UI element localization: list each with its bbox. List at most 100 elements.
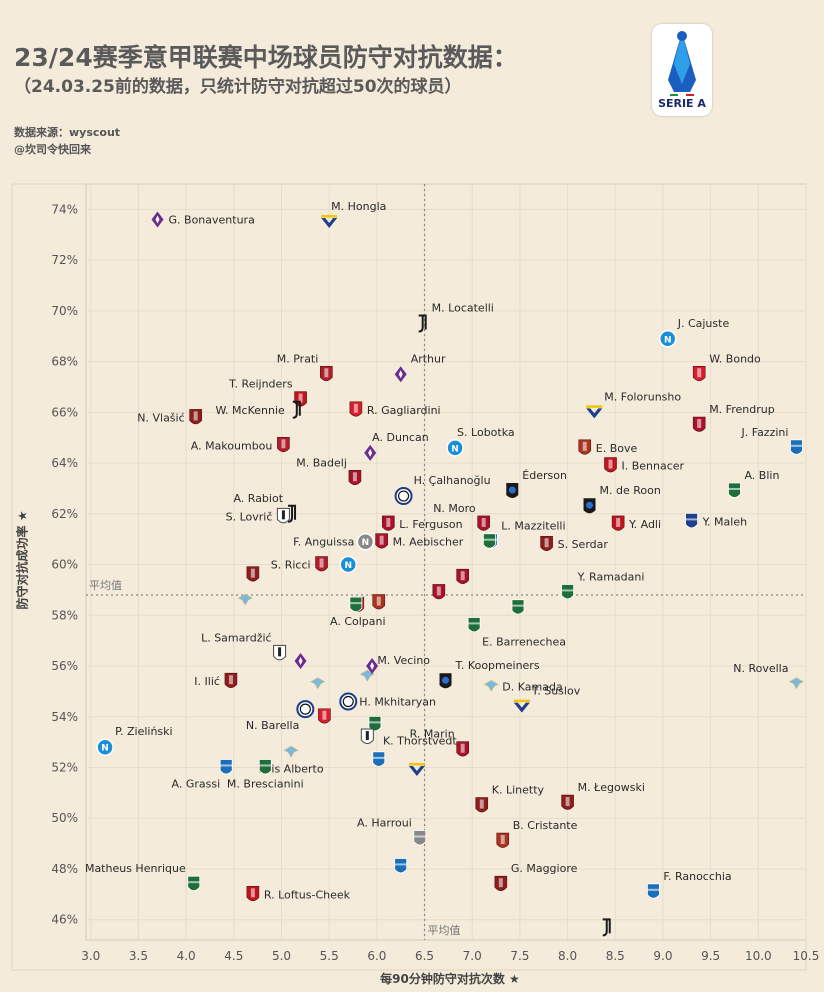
y-tick-label: 60% [51,558,78,572]
player-point [540,535,553,552]
player-point [685,513,698,529]
player-point [348,469,362,486]
player-label: A. Colpani [330,615,386,628]
player-point [349,401,363,417]
y-tick-label: 72% [51,253,78,267]
player-point [586,405,603,419]
player-point [394,487,413,506]
page-title: 23/24赛季意甲联赛中场球员防守对抗数据： [14,43,518,72]
player-point [219,759,233,775]
avg-x-label: 平均值 [428,924,461,937]
y-tick-label: 50% [51,811,78,825]
player-point [477,515,490,531]
player-label: K. Thorstvedt [383,734,457,747]
player-point: N [96,738,114,756]
x-tick-label: 3.5 [129,949,148,963]
player-label: A. Rabiot [233,492,283,505]
player-point [366,658,379,675]
player-point [273,644,287,661]
y-tick-label: 64% [51,456,78,470]
player-point [372,594,386,610]
player-point [258,759,272,775]
player-label: M. Locatelli [432,302,494,315]
player-point [310,677,326,690]
player-label: E. Bove [596,442,638,455]
player-point [277,437,290,453]
player-point [432,584,446,600]
player-point [187,875,201,892]
player-point [496,832,510,848]
player-label: Y. Adli [628,518,661,531]
player-point [318,708,331,724]
x-tick-label: 3.0 [81,949,100,963]
serie-a-logo-icon [668,31,696,96]
x-tick-label: 5.5 [320,949,339,963]
y-tick-label: 68% [51,355,78,369]
x-tick-label: 6.5 [415,949,434,963]
player-point [728,482,741,498]
player-label: R. Gagliardini [367,404,441,417]
y-tick-label: 74% [51,202,78,216]
x-tick-label: 4.0 [177,949,196,963]
player-point [224,672,238,689]
player-label: N. Barella [246,719,299,732]
player-point [364,444,377,461]
x-tick-label: 5.0 [272,949,291,963]
player-label: A. Blin [744,469,779,482]
player-label: A. Duncan [372,431,429,444]
player-label: I. Ilić [194,675,220,688]
player-point [375,533,388,549]
player-label: M. Folorunsho [604,390,681,403]
player-label: M. Vecino [377,654,430,667]
avg-y-label: 平均值 [89,579,122,592]
y-tick-label: 62% [51,507,78,521]
player-point [456,741,469,757]
player-label: M. Frendrup [709,403,775,416]
player-point [408,763,425,777]
player-label: G. Bonaventura [169,214,255,227]
player-point [189,409,202,425]
player-label: M. Hongla [331,200,386,213]
player-label: R. Marin [410,728,455,741]
player-point: N [356,532,375,551]
player-point [602,918,611,937]
player-label: W. McKennie [215,404,285,417]
player-label: Éderson [522,469,567,482]
player-point: N [446,439,464,457]
player-point [292,400,301,419]
player-label: S. Lobotka [457,426,515,439]
player-point [360,728,374,745]
player-label: L. Mazzitelli [501,520,565,533]
player-point: N [658,330,677,348]
player-point [413,830,427,846]
player-point [475,797,489,813]
player-point [359,669,375,682]
player-point [494,875,508,891]
player-point [394,366,407,383]
player-point [692,365,706,382]
player-point [467,617,481,633]
svg-text:N: N [451,444,459,454]
player-point [788,677,805,690]
player-point [287,504,297,523]
x-tick-label: 10.5 [793,949,820,963]
player-point [418,314,427,333]
y-tick-label: 66% [51,405,78,419]
player-point [604,457,617,473]
y-tick-label: 46% [51,913,78,927]
x-tick-label: 4.5 [224,949,243,963]
player-point [692,416,706,432]
player-label: K. Linetty [492,784,545,797]
player-point [483,679,499,692]
player-point [296,700,315,719]
x-tick-label: 6.0 [367,949,386,963]
player-point [511,599,525,615]
player-label: E. Barrenechea [482,635,566,648]
player-label: Y. Ramadani [577,570,645,583]
player-label: M. Aebischer [393,536,464,549]
y-tick-label: 70% [51,304,78,318]
player-point [578,439,592,455]
player-label: N. Vlašić [137,411,184,424]
player-point [349,596,363,613]
serie-a-logo-text: SERIE A [658,97,706,110]
